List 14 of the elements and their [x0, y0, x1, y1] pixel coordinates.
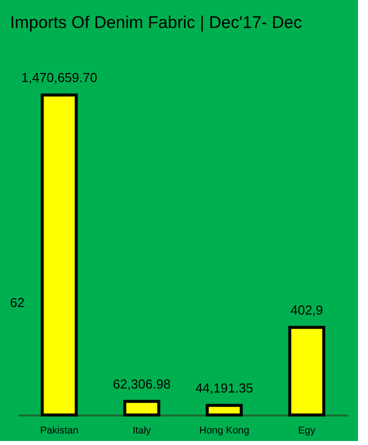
x-tick-label: Egy	[298, 426, 316, 436]
bar	[206, 404, 243, 416]
text: 402,9	[290, 302, 324, 318]
text: 1,470,659.70	[21, 70, 98, 85]
bar	[123, 400, 160, 416]
text: 62,306.98	[112, 376, 171, 392]
annotation: 62	[10, 295, 24, 310]
x-tick-label: Hong Kong	[199, 426, 250, 436]
bar	[40, 94, 78, 416]
x-tick-label: Pakistan	[40, 426, 78, 436]
bar	[288, 326, 326, 416]
chart-title: Imports Of Denim Fabric | Dec'17- Dec	[10, 13, 303, 32]
text: 44,191.35	[195, 380, 254, 396]
x-tick-label: Italy	[132, 426, 151, 436]
